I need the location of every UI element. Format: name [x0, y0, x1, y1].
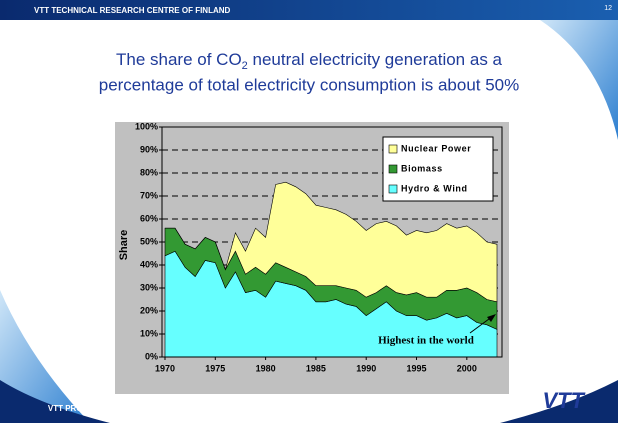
y-tick-label: 0%: [145, 351, 158, 361]
legend-label: Hydro & Wind: [401, 183, 468, 193]
org-name: VTT TECHNICAL RESEARCH CENTRE OF FINLAND: [34, 6, 231, 15]
annotation: Highest in the world: [378, 335, 474, 347]
decor: [0, 380, 110, 423]
x-tick-label: 2000: [457, 363, 477, 373]
title-part: neutral electricity generation as a: [248, 50, 503, 69]
decor: [0, 290, 90, 423]
logo: VTT: [542, 388, 585, 413]
title-part: The share of CO: [116, 50, 242, 69]
x-tick-label: 1995: [406, 363, 426, 373]
y-tick-label: 40%: [140, 259, 158, 269]
title-part: 2: [242, 60, 248, 72]
y-tick-label: 20%: [140, 305, 158, 315]
y-tick-label: 10%: [140, 328, 158, 338]
annotation-arrowhead: [487, 314, 496, 322]
plot-frame: [161, 126, 503, 358]
y-tick-label: 80%: [140, 167, 158, 177]
area: [165, 181, 498, 303]
legend-swatch: [388, 184, 398, 194]
x-tick-label: 1985: [306, 363, 326, 373]
x-tick-label: 1980: [256, 363, 276, 373]
legend-label: Biomass: [401, 163, 443, 173]
plot: 0% 10% 20% 30% 40% 50% 60% 70% 80% 90% 100% 1970 197…: [135, 121, 503, 373]
y-tick-label: 70%: [140, 190, 158, 200]
legend-swatch: [388, 144, 398, 154]
x-tick-label: 1970: [155, 363, 175, 373]
legend-swatch: [388, 164, 398, 174]
slide-title: The share of CO2 neutral electricity gen…: [116, 50, 503, 71]
legend: [382, 136, 494, 202]
y-tick-label: 30%: [140, 282, 158, 292]
decor: [500, 380, 618, 423]
legend-label: Nuclear Power: [401, 143, 471, 153]
top-bar: [0, 0, 618, 20]
slide-title: percentage of total electricity consumpt…: [99, 75, 520, 94]
y-axis-title: Share: [118, 230, 130, 261]
decor: [540, 20, 618, 140]
y-tick-label: 90%: [140, 144, 158, 154]
x-tick-label: 1975: [205, 363, 225, 373]
y-tick-label: 100%: [135, 121, 158, 131]
page-number: 12: [604, 5, 612, 12]
footer-section: VTT PROCESSES: [48, 404, 116, 413]
y-tick-label: 50%: [140, 236, 158, 246]
y-tick-label: 60%: [140, 213, 158, 223]
x-tick-label: 1990: [356, 363, 376, 373]
